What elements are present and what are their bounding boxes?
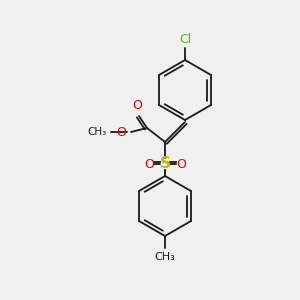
Text: CH₃: CH₃	[154, 252, 176, 262]
Text: S: S	[160, 157, 170, 172]
Text: O: O	[116, 125, 126, 139]
Text: CH₃: CH₃	[88, 127, 107, 137]
Text: O: O	[132, 99, 142, 112]
Text: O: O	[144, 158, 154, 170]
Text: O: O	[176, 158, 186, 170]
Text: Cl: Cl	[179, 33, 191, 46]
